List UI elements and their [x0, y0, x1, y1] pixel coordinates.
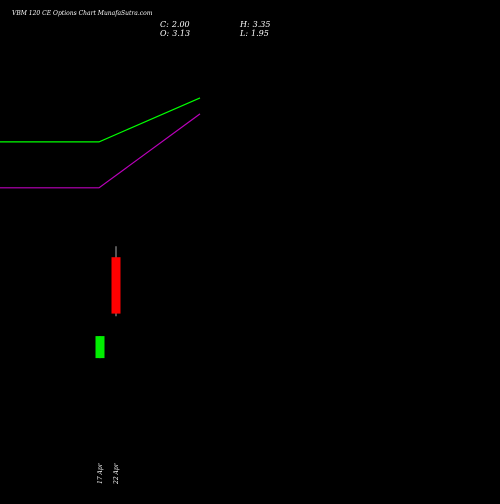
close-label: C: — [160, 20, 169, 29]
candle-body — [95, 336, 105, 359]
indicator-line-2 — [0, 113, 201, 189]
high-label: H: — [240, 20, 250, 29]
ohlc-open: O: 3.13 — [160, 29, 190, 38]
indicator-lines — [0, 97, 201, 189]
x-tick-label: 17 Apr — [97, 462, 104, 484]
open-label: O: — [160, 29, 170, 38]
ohlc-low: L: 1.95 — [240, 29, 269, 38]
chart-title: VBM 120 CE Options Chart MunafaSutra.com — [12, 10, 153, 17]
ohlc-high: H: 3.35 — [240, 20, 270, 29]
ohlc-close: C: 2.00 — [160, 20, 190, 29]
indicator-line-1 — [0, 97, 201, 143]
high-value: 3.35 — [252, 20, 271, 29]
candle-body — [111, 257, 121, 314]
close-value: 2.00 — [171, 20, 190, 29]
x-axis-ticks: 17 Apr 22 Apr — [97, 462, 120, 485]
low-value: 1.95 — [251, 29, 269, 38]
open-value: 3.13 — [172, 29, 191, 38]
low-label: L: — [240, 29, 249, 38]
candles — [95, 246, 121, 359]
x-tick-label: 22 Apr — [113, 462, 120, 485]
